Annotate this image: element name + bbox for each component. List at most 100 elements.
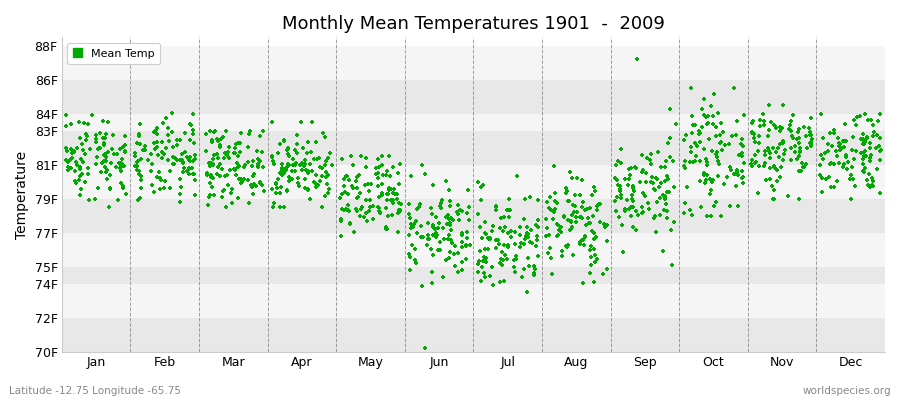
Point [717, 181, 732, 187]
Point [408, 246, 422, 252]
Point [104, 160, 119, 166]
Point [94, 145, 108, 152]
Point [438, 214, 453, 220]
Point [625, 204, 639, 210]
Point [334, 216, 348, 222]
Point [588, 252, 602, 258]
Point [748, 138, 762, 145]
Point [222, 167, 237, 173]
Point [478, 274, 492, 280]
Point [766, 196, 780, 202]
Point [859, 152, 873, 159]
Point [205, 184, 220, 190]
Point [211, 136, 225, 142]
Point [489, 203, 503, 210]
Point [540, 198, 554, 205]
Point [767, 122, 781, 128]
Point [724, 166, 739, 173]
Point [705, 148, 719, 154]
Point [666, 158, 680, 164]
Point [248, 183, 263, 189]
Point [608, 198, 623, 204]
Point [629, 208, 643, 215]
Point [866, 177, 880, 184]
Point [230, 152, 245, 159]
Point [267, 161, 282, 168]
Point [651, 149, 665, 156]
Point [59, 157, 74, 163]
Point [560, 244, 574, 250]
Point [213, 173, 228, 179]
Point [788, 148, 803, 155]
Point [207, 129, 221, 135]
Point [575, 236, 590, 243]
Point [677, 209, 691, 216]
Point [531, 217, 545, 223]
Point [513, 243, 527, 250]
Point [390, 191, 404, 198]
Point [91, 185, 105, 191]
Point [89, 132, 104, 138]
Point [442, 187, 456, 194]
Point [568, 192, 582, 198]
Point [224, 190, 238, 196]
Point [454, 208, 469, 214]
Point [626, 198, 640, 204]
Point [773, 127, 788, 134]
Point [791, 168, 806, 174]
Point [593, 219, 608, 225]
Point [251, 164, 266, 170]
Point [200, 172, 214, 178]
Point [265, 186, 279, 192]
Point [186, 140, 201, 146]
Point [701, 120, 716, 126]
Point [354, 153, 368, 160]
Point [641, 200, 655, 206]
Point [824, 184, 838, 190]
Point [856, 167, 870, 174]
Point [101, 148, 115, 155]
Point [275, 172, 290, 178]
Point [495, 257, 509, 263]
Point [688, 158, 702, 164]
Point [735, 136, 750, 142]
Point [144, 161, 158, 167]
Point [392, 200, 406, 206]
Point [431, 225, 446, 231]
Point [150, 139, 165, 145]
Point [241, 159, 256, 165]
Point [706, 113, 720, 119]
Point [579, 222, 593, 228]
Point [529, 243, 544, 249]
Point [451, 202, 465, 208]
Point [325, 162, 339, 168]
Point [98, 135, 112, 141]
Point [156, 120, 170, 126]
Point [301, 170, 315, 176]
Point [297, 160, 311, 167]
Point [678, 165, 692, 172]
Point [526, 270, 541, 276]
Bar [62, 318, 885, 352]
Point [722, 141, 736, 147]
Point [322, 150, 337, 156]
Point [614, 160, 628, 166]
Point [442, 232, 456, 238]
Point [586, 213, 600, 219]
Point [277, 204, 292, 210]
Point [421, 220, 436, 226]
Point [684, 85, 698, 92]
Point [651, 198, 665, 205]
Point [692, 128, 706, 134]
Point [446, 217, 460, 224]
Point [544, 271, 559, 278]
Point [524, 227, 538, 233]
Point [340, 191, 355, 198]
Point [103, 186, 117, 192]
Point [176, 165, 191, 172]
Point [703, 176, 717, 182]
Point [700, 121, 715, 128]
Point [380, 190, 394, 197]
Point [856, 136, 870, 142]
Point [99, 158, 113, 164]
